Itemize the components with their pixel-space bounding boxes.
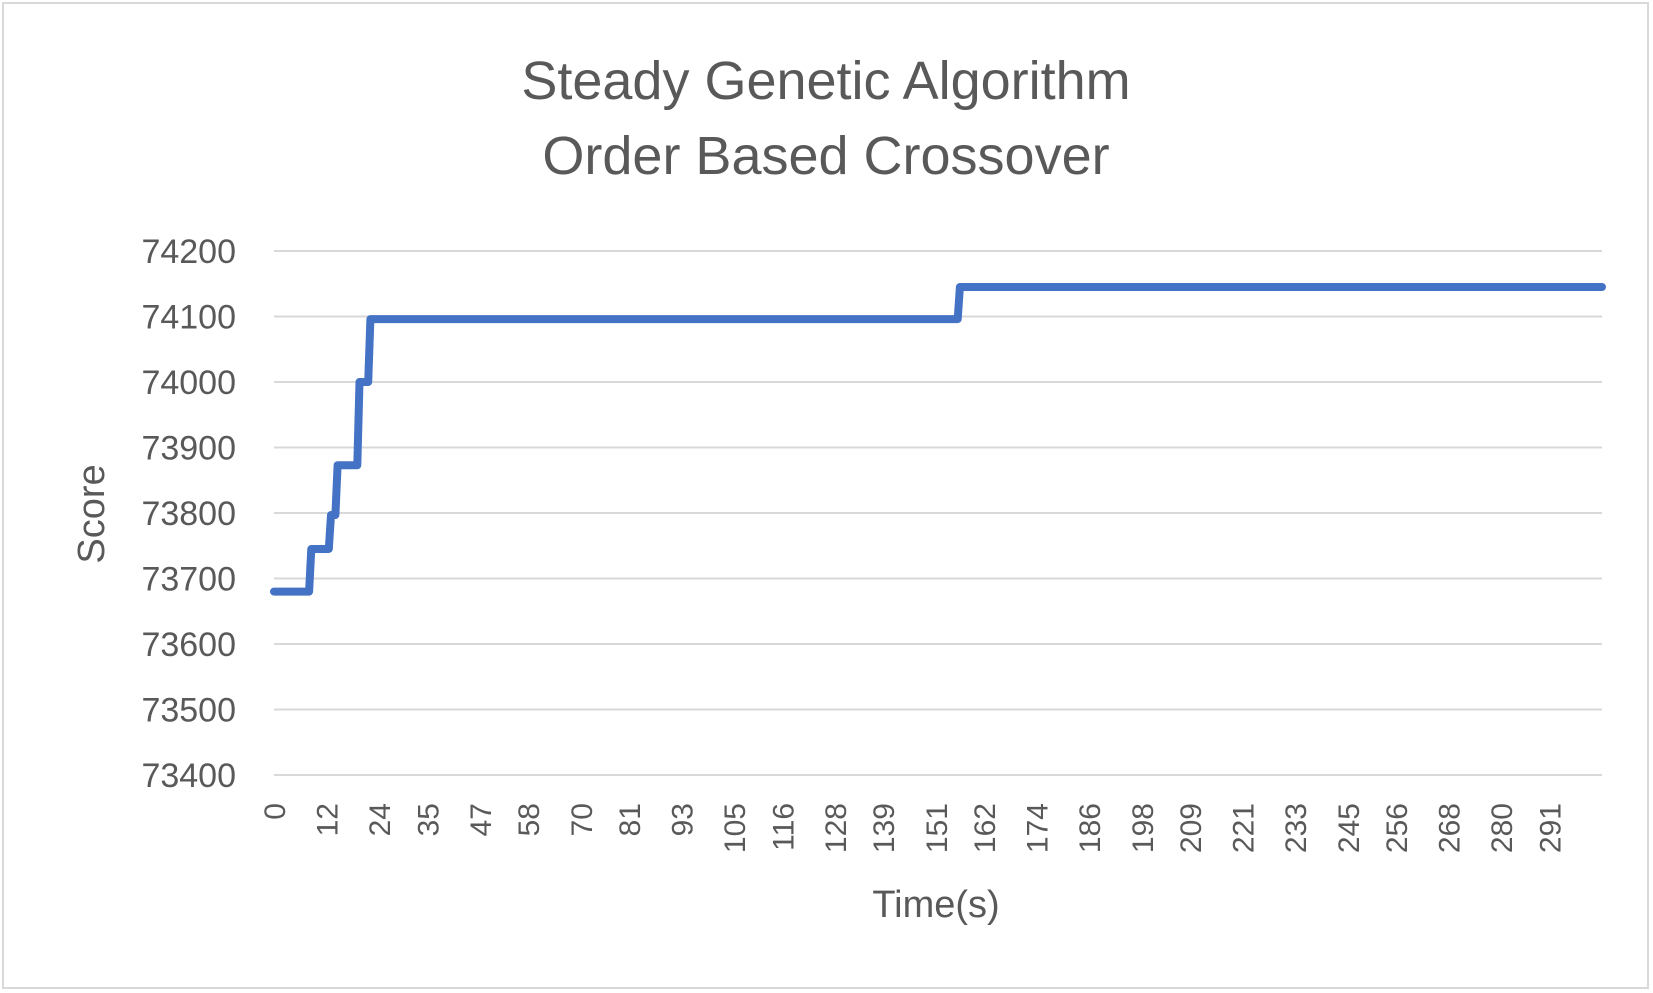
y-tick-label: 74200 bbox=[141, 233, 236, 271]
x-tick-label: 174 bbox=[1022, 803, 1055, 853]
x-tick-label: 105 bbox=[719, 803, 752, 853]
x-tick-label: 12 bbox=[312, 803, 345, 836]
x-tick-label: 162 bbox=[969, 803, 1002, 853]
x-tick-label: 0 bbox=[259, 803, 292, 820]
y-axis-title: Score bbox=[71, 464, 113, 563]
x-tick-label: 186 bbox=[1074, 803, 1107, 853]
x-tick-label: 209 bbox=[1175, 803, 1208, 853]
x-tick-label: 128 bbox=[820, 803, 853, 853]
y-axis-ticks: 73400 73500 73600 73700 73800 73900 74000 74100… bbox=[141, 233, 236, 795]
x-tick-label: 116 bbox=[767, 803, 800, 851]
x-tick-label: 245 bbox=[1333, 803, 1366, 853]
x-tick-label: 198 bbox=[1127, 803, 1160, 853]
x-tick-label: 221 bbox=[1228, 803, 1261, 853]
y-tick-label: 73900 bbox=[141, 430, 236, 468]
x-tick-label: 35 bbox=[412, 803, 445, 836]
x-tick-label: 70 bbox=[566, 803, 599, 836]
y-tick-label: 74100 bbox=[141, 299, 236, 337]
x-tick-label: 24 bbox=[364, 803, 397, 836]
y-tick-label: 73700 bbox=[141, 561, 236, 599]
y-tick-label: 73600 bbox=[141, 626, 236, 664]
x-tick-label: 81 bbox=[614, 803, 647, 836]
x-tick-label: 93 bbox=[667, 803, 700, 836]
x-tick-label: 291 bbox=[1534, 803, 1567, 853]
y-tick-label: 73800 bbox=[141, 495, 236, 533]
x-tick-label: 139 bbox=[868, 803, 901, 853]
y-tick-label: 73400 bbox=[141, 757, 236, 795]
y-tick-label: 74000 bbox=[141, 364, 236, 402]
chart-title: Steady Genetic Algorithm bbox=[521, 51, 1130, 111]
x-tick-label: 256 bbox=[1381, 803, 1414, 853]
series-group bbox=[270, 283, 1606, 596]
x-axis-ticks: 0 12 24 35 47 58 70 81 93 105 116 128 139 151 162 174 18… bbox=[259, 803, 1567, 853]
x-axis-title: Time(s) bbox=[872, 884, 999, 926]
x-tick-label: 233 bbox=[1280, 803, 1313, 853]
x-tick-label: 268 bbox=[1434, 803, 1467, 853]
x-tick-label: 151 bbox=[921, 803, 954, 853]
y-tick-label: 73500 bbox=[141, 692, 236, 730]
x-tick-label: 280 bbox=[1486, 803, 1519, 853]
x-tick-label: 47 bbox=[465, 803, 498, 836]
series-line-0 bbox=[270, 283, 1606, 596]
gridlines bbox=[274, 250, 1602, 776]
chart-svg: Steady Genetic Algorithm Order Based Cro… bbox=[71, 51, 1606, 926]
chart-subtitle: Order Based Crossover bbox=[542, 126, 1109, 186]
x-tick-label: 58 bbox=[513, 803, 546, 836]
